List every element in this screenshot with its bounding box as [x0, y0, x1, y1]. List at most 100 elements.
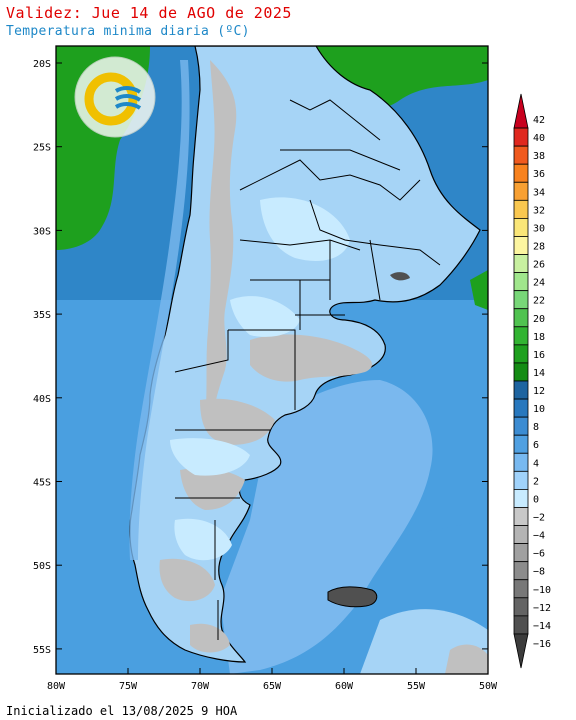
colorbar-cell	[513, 470, 529, 490]
map-subtitle: Temperatura minima diaria (ºC)	[6, 24, 250, 39]
cold-chubut	[170, 438, 250, 476]
colorbar-cell	[513, 525, 529, 544]
colorbar-cell	[513, 597, 529, 617]
colorbar-label: 40	[533, 133, 545, 144]
colorbar-cell	[513, 181, 529, 201]
colorbar-label: 30	[533, 223, 545, 234]
colorbar-cell	[513, 488, 529, 508]
frost-patagonia-south	[180, 468, 245, 510]
colorbar-label: 42	[533, 115, 545, 126]
frost-tierra-del-fuego	[190, 623, 230, 653]
colorbar-cell	[513, 290, 529, 310]
lat-label: 45S	[33, 478, 51, 489]
colorbar-cell	[513, 145, 529, 165]
colorbar-cell	[513, 416, 529, 436]
map-plot-area	[56, 46, 488, 674]
colorbar-cell	[513, 507, 529, 526]
colorbar-cell	[513, 326, 529, 346]
colorbar-label: −12	[533, 603, 551, 614]
laguna-feature	[390, 272, 410, 281]
colorbar-cell	[513, 398, 529, 418]
colorbar-label: −8	[533, 567, 545, 578]
colorbar-cell	[513, 362, 529, 382]
malvinas-islands	[327, 586, 378, 608]
colorbar-cell	[513, 561, 529, 581]
colorbar-label: 24	[533, 278, 545, 289]
colorbar-cell	[513, 272, 529, 292]
colorbar-cell-top	[513, 93, 529, 129]
lat-label: 55S	[33, 645, 51, 656]
colorbar-label: 34	[533, 187, 545, 198]
colorbar-label: 18	[533, 332, 545, 343]
colorbar-label: 32	[533, 205, 545, 216]
colorbar-cell	[513, 127, 529, 147]
colorbar-cell	[513, 163, 529, 183]
cold-north-argentina	[260, 197, 350, 261]
colorbar-label: 0	[533, 494, 539, 505]
colorbar-label: 36	[533, 169, 545, 180]
lat-label: 20S	[33, 59, 51, 70]
init-timestamp: Inicializado el 13/08/2025 9 HOA	[6, 704, 238, 718]
province-borders	[174, 99, 441, 640]
colorbar-cell	[513, 543, 529, 563]
colorbar-label: 26	[533, 260, 545, 271]
colorbar-cell	[513, 254, 529, 274]
lon-label: 55W	[407, 681, 426, 692]
latitude-axis: 20S 25S 30S 35S 40S 45S 50S 55S	[33, 59, 488, 656]
colorbar-label: 4	[533, 458, 539, 469]
lon-label: 65W	[263, 681, 282, 692]
colorbar-cell	[513, 380, 529, 400]
lon-label: 75W	[119, 681, 138, 692]
colorbar-cell	[513, 615, 529, 635]
colorbar-label: 16	[533, 350, 545, 361]
frost-pampa	[250, 334, 373, 382]
lon-label: 70W	[191, 681, 210, 692]
colorbar-cell	[513, 236, 529, 255]
lat-label: 40S	[33, 394, 51, 405]
colorbar-cell	[513, 434, 529, 454]
map-title: Validez: Jue 14 de AGO de 2025	[6, 4, 292, 22]
colorbar-label: −16	[533, 639, 551, 650]
lat-label: 25S	[33, 143, 51, 154]
lon-label: 60W	[335, 681, 354, 692]
colorbar-cell	[513, 452, 529, 472]
colorbar-label: −6	[533, 549, 545, 560]
colorbar-label: −2	[533, 513, 545, 524]
colorbar-label: −4	[533, 531, 545, 542]
longitude-axis: 80W 75W 70W 65W 60W 55W 50W	[47, 668, 498, 692]
colorbar-cell-bottom	[513, 633, 529, 669]
colorbar-cell	[513, 199, 529, 219]
colorbar-label: 2	[533, 476, 539, 487]
colorbar-label: 12	[533, 386, 545, 397]
colorbar-cell	[513, 344, 529, 364]
colorbar-cell	[513, 217, 529, 237]
colorbar-label: 22	[533, 296, 545, 307]
chile-coast-strip	[129, 60, 190, 560]
colorbar: 424038363432302826242220181614121086420−…	[513, 93, 551, 669]
cold-central-argentina	[230, 296, 300, 337]
colorbar-label: 10	[533, 404, 545, 415]
colorbar-label: 28	[533, 242, 545, 253]
warm-zone-brazil	[470, 270, 488, 310]
colorbar-label: 14	[533, 368, 545, 379]
colorbar-label: −10	[533, 585, 551, 596]
lat-label: 50S	[33, 561, 51, 572]
lat-label: 35S	[33, 310, 51, 321]
ocean-frost-patch	[445, 644, 488, 674]
frost-patagonia-north	[200, 398, 275, 445]
frost-andes	[205, 60, 237, 420]
lon-label: 80W	[47, 681, 66, 692]
colorbar-label: 38	[533, 151, 545, 162]
lon-label: 50W	[479, 681, 498, 692]
colorbar-cell	[513, 579, 529, 599]
colorbar-label: 20	[533, 314, 545, 325]
cold-patagonia-coast	[174, 518, 232, 561]
smn-logo-icon	[74, 56, 156, 138]
colorbar-label: 8	[533, 422, 539, 433]
lat-label: 30S	[33, 226, 51, 237]
frost-santa-cruz	[159, 558, 215, 602]
colorbar-label: −14	[533, 621, 551, 632]
colorbar-label: 6	[533, 440, 539, 451]
colorbar-cell	[513, 308, 529, 328]
